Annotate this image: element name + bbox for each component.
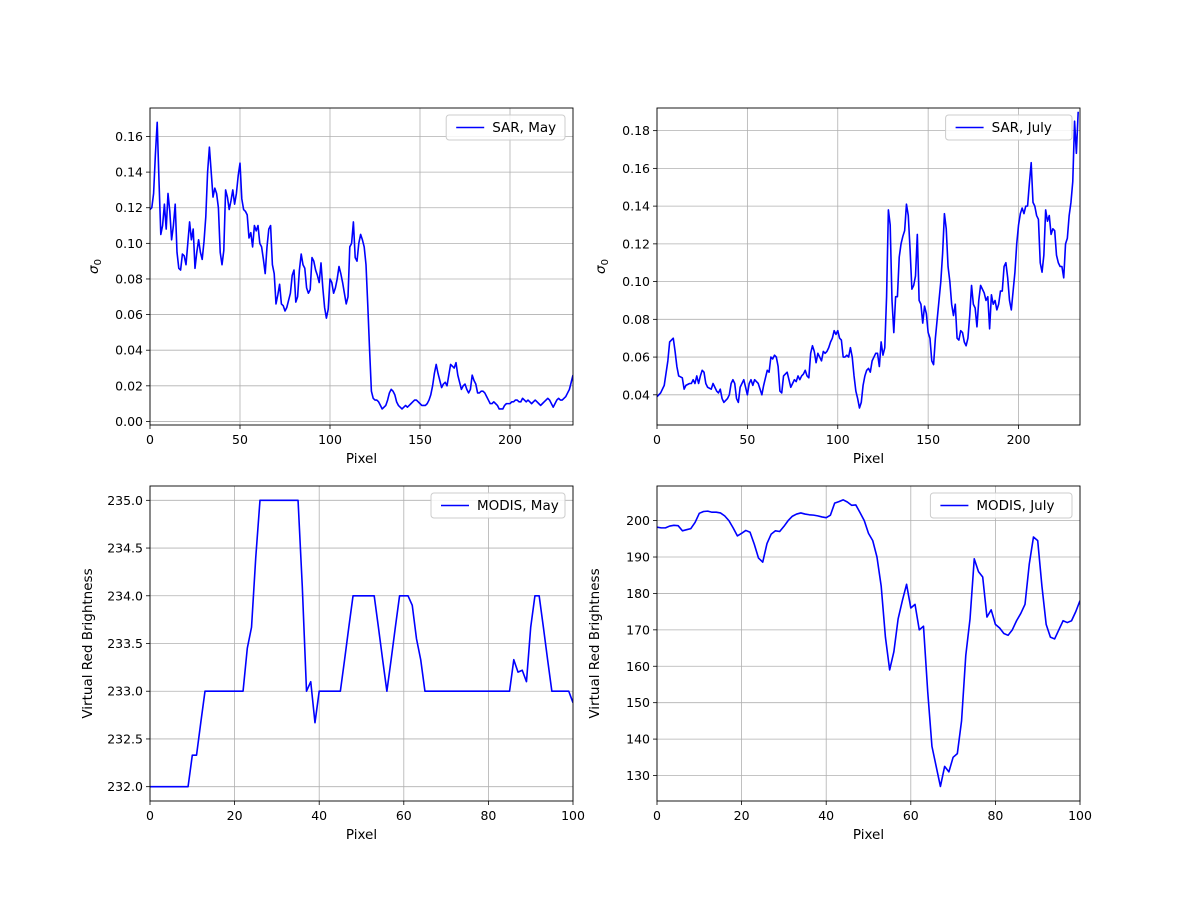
y-tick-label: 190 [626,550,650,565]
y-tick-label: 160 [626,659,650,674]
legend: SAR, May [445,114,566,141]
y-tick-label: 0.12 [115,200,143,215]
legend: MODIS, May [430,492,566,519]
legend-box [945,114,1073,141]
y-tick-label: 0.10 [622,274,650,289]
y-tick-label: 130 [626,768,650,783]
y-tick-label: 0.16 [622,161,650,176]
legend-label: SAR, July [992,120,1052,136]
x-tick-label: 80 [480,808,496,823]
y-tick-label: 0.06 [115,307,143,322]
series-line [657,499,1080,788]
x-axis-label: Pixel [346,451,377,467]
y-tick-label: 232.0 [107,779,143,794]
x-tick-label: 0 [146,432,154,447]
x-tick-label: 200 [498,432,522,447]
x-tick-label: 0 [653,432,661,447]
y-tick-label: 233.0 [107,684,143,699]
y-tick-label: 140 [626,732,650,747]
x-tick-label: 50 [232,432,248,447]
chart-panel-2: 0 50 100 150 200 0.04 0.06 0.08 0.10 0.12 0.14 0.16… [593,107,1081,467]
x-tick-label: 150 [408,432,432,447]
plot-area [657,486,1080,801]
x-tick-label: 100 [826,432,850,447]
y-tick-label: 0.04 [622,387,650,402]
axes-frame [656,107,1081,426]
x-axis-label: Pixel [853,827,884,843]
y-tick-label: 0.18 [622,123,650,138]
y-tick-label: 235.0 [107,493,143,508]
y-tick-label: 0.06 [622,350,650,365]
chart-panel-4: 0 20 40 60 80 100 130 140 150 160 170 180 190 200 Pixe… [587,485,1092,843]
chart-panel-1: 0 50 100 150 200 0.00 0.02 0.04 0.06 0.08 0.10 0.12… [86,107,574,467]
x-tick-label: 80 [987,808,1003,823]
series-line [657,111,1079,409]
x-tick-label: 100 [1068,808,1092,823]
y-tick-label: 0.08 [622,312,650,327]
series-line [150,499,573,788]
y-tick-label: 0.08 [115,271,143,286]
y-tick-label: 0.02 [115,378,143,393]
y-tick-label: 180 [626,586,650,601]
y-tick-label: 0.14 [115,165,143,180]
y-tick-label: 234.5 [107,541,143,556]
y-tick-label: 170 [626,622,650,637]
legend-label: SAR, May [492,120,556,136]
y-tick-label: 200 [626,513,650,528]
y-axis-label: Virtual Red Brightness [80,568,96,718]
x-tick-label: 100 [318,432,342,447]
y-tick-label: 233.5 [107,636,143,651]
x-tick-label: 200 [1007,432,1031,447]
y-tick-label: 150 [626,695,650,710]
x-tick-label: 20 [227,808,243,823]
x-axis-label: Pixel [853,451,884,467]
plot-area [657,108,1080,425]
plot-area [150,108,573,425]
x-tick-label: 0 [146,808,154,823]
x-tick-label: 60 [903,808,919,823]
chart-panel-3: 0 20 40 60 80 100 232.0 232.5 233.0 233.5 234.0 234… [80,485,585,843]
series-line [150,121,573,410]
legend: MODIS, July [929,492,1073,519]
x-tick-label: 0 [653,808,661,823]
y-tick-label: 0.10 [115,236,143,251]
y-axis-label: Virtual Red Brightness [587,568,603,718]
axes-frame [656,485,1081,802]
x-tick-label: 100 [561,808,585,823]
y-tick-label: 234.0 [107,588,143,603]
axes-frame [149,107,574,426]
x-tick-label: 40 [818,808,834,823]
x-tick-label: 50 [739,432,755,447]
y-axis-label: σ0 [86,259,104,274]
y-tick-label: 232.5 [107,731,143,746]
legend-box [445,114,566,141]
axes-frame [149,485,574,802]
legend-label: MODIS, July [976,498,1054,514]
legend: SAR, July [945,114,1073,141]
legend-label: MODIS, May [477,498,559,514]
y-tick-label: 0.14 [622,199,650,214]
y-tick-label: 0.12 [622,236,650,251]
x-tick-label: 60 [396,808,412,823]
x-tick-label: 20 [734,808,750,823]
x-tick-label: 40 [311,808,327,823]
x-tick-label: 150 [916,432,940,447]
x-axis-label: Pixel [346,827,377,843]
y-tick-label: 0.00 [115,414,143,429]
y-axis-label: σ0 [593,259,611,274]
y-tick-label: 0.16 [115,129,143,144]
legend-box [430,492,566,519]
legend-box [929,492,1073,519]
y-tick-label: 0.04 [115,343,143,358]
